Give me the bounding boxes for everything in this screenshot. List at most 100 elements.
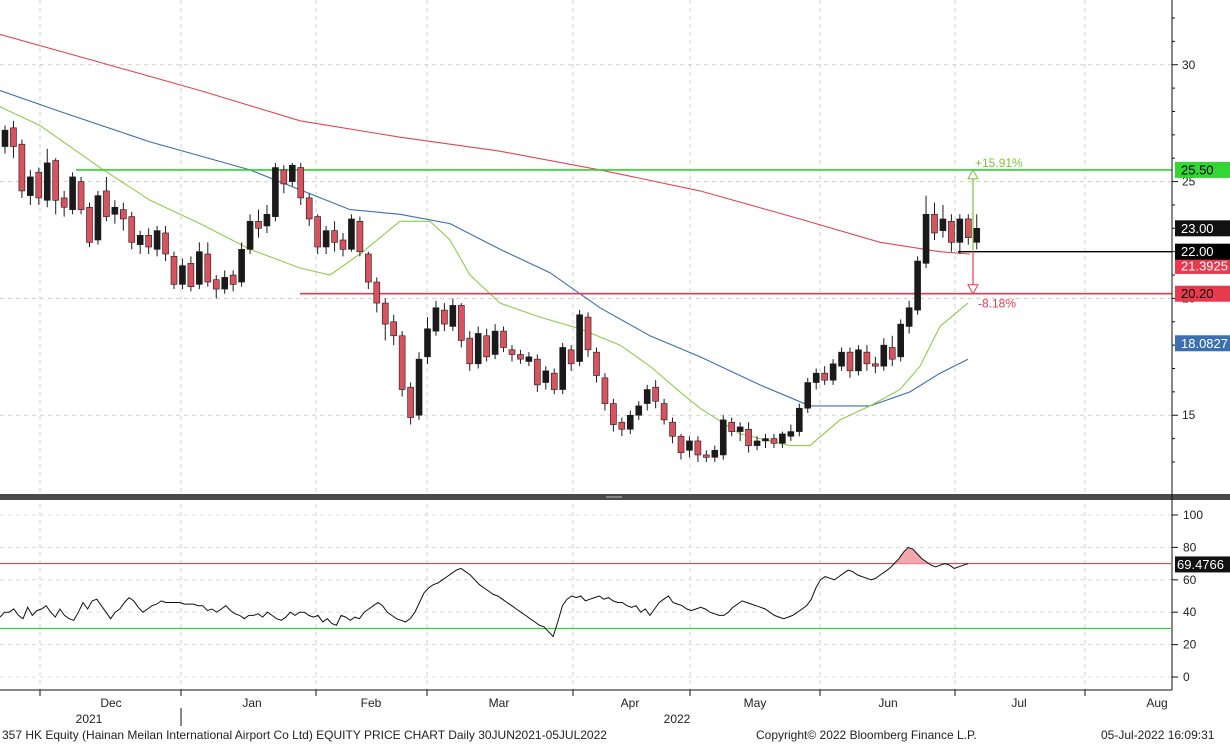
candle-body — [973, 228, 981, 243]
candle-body — [221, 277, 228, 290]
candle-body — [77, 181, 85, 210]
candle-body — [52, 160, 60, 201]
price-axis-tick-label: 25 — [1182, 175, 1196, 189]
year-label: 2022 — [664, 712, 691, 726]
moving-average-line — [0, 106, 969, 447]
candle-body — [914, 260, 921, 311]
candle-body — [728, 421, 736, 432]
candle-body — [263, 213, 271, 227]
candle-body — [94, 195, 102, 241]
candle-body — [922, 213, 930, 264]
candle-body — [719, 419, 727, 456]
price-axis-value-label: 20.20 — [1181, 286, 1214, 301]
candle-body — [550, 372, 558, 390]
candle-body — [584, 316, 592, 351]
candle-body — [1, 129, 9, 147]
candle-body — [652, 386, 659, 402]
candle-body — [246, 220, 254, 250]
candle-body — [69, 176, 76, 210]
candle-body — [863, 351, 871, 365]
candle-body — [128, 216, 136, 243]
year-label: 2021 — [76, 712, 103, 726]
candle-body — [339, 239, 347, 250]
price-axis-value-label: 21.3925 — [1181, 258, 1228, 273]
candle-body — [626, 414, 634, 430]
price-axis-tick-label: 30 — [1182, 58, 1196, 72]
candle-body — [888, 347, 896, 360]
candle-body — [838, 351, 845, 367]
candle-body — [660, 403, 668, 421]
candle-body — [829, 363, 837, 381]
candle-body — [348, 218, 355, 250]
candle-body — [390, 321, 398, 337]
moving-average-line — [0, 33, 971, 255]
price-axis-value-label: 23.00 — [1181, 221, 1214, 236]
candle-body — [576, 314, 583, 362]
month-label: Mar — [489, 696, 510, 710]
candle-body — [179, 265, 186, 285]
candle-body — [27, 176, 34, 196]
candle-body — [677, 435, 685, 453]
candle-body — [60, 197, 68, 208]
candle-body — [618, 421, 626, 430]
candle-body — [703, 454, 710, 458]
price-axis-tick-label: 15 — [1182, 408, 1196, 422]
price-axis-value-tag — [1175, 257, 1230, 274]
candle-body — [103, 190, 110, 217]
candle-body — [136, 235, 144, 245]
candle-body — [441, 309, 448, 325]
downside-percent-label: -8.18% — [978, 297, 1016, 311]
candle-body — [711, 449, 719, 458]
candle-body — [449, 305, 457, 327]
candle-body — [238, 249, 245, 283]
candle-body — [635, 405, 643, 416]
candle-body — [931, 213, 938, 234]
candle-body — [964, 218, 972, 238]
rsi-axis-tick-label: 20 — [1183, 638, 1197, 652]
candle-body — [120, 209, 127, 220]
candle-body — [643, 389, 651, 404]
rsi-axis-tick-label: 100 — [1183, 508, 1203, 522]
chart-footer: 357 HK Equity (Hainan Meilan Internation… — [0, 726, 1230, 744]
candle-body — [356, 220, 364, 252]
candle-body — [542, 370, 550, 383]
month-label: May — [744, 696, 767, 710]
candle-body — [86, 206, 93, 243]
month-label: Dec — [100, 696, 121, 710]
candle-body — [567, 349, 575, 365]
candle-body — [897, 323, 905, 358]
candle-body — [855, 349, 862, 372]
candle-body — [272, 167, 279, 217]
candle-body — [331, 230, 338, 243]
rsi-axis-tick-label: 80 — [1183, 540, 1197, 554]
rsi-axis-tick-label: 60 — [1183, 573, 1197, 587]
candle-body — [35, 171, 43, 199]
candle-body — [407, 386, 414, 418]
price-axis-value-tag — [1175, 285, 1230, 302]
candle-body — [288, 164, 296, 182]
month-label: Feb — [361, 696, 382, 710]
candle-body — [43, 162, 51, 201]
candle-body — [956, 218, 964, 243]
footer-timestamp: 05-Jul-2022 16:09:31 — [1101, 728, 1215, 742]
price-axis-value-tag — [1175, 243, 1230, 260]
candle-body — [415, 358, 423, 416]
candle-body — [196, 251, 203, 285]
candle-body — [779, 433, 786, 444]
candle-body — [517, 354, 524, 360]
candle-body — [787, 431, 795, 437]
candle-body — [795, 407, 803, 432]
candle-body — [204, 253, 212, 283]
month-label: Aug — [1146, 696, 1167, 710]
candle-body — [145, 235, 152, 248]
candle-body — [255, 220, 262, 229]
candle-body — [491, 330, 499, 355]
moving-average-line — [0, 89, 969, 407]
candle-body — [229, 274, 237, 285]
candle-body — [297, 167, 305, 199]
candle-body — [18, 143, 26, 192]
candle-body — [525, 356, 533, 362]
price-axis-value-label: 25.50 — [1181, 162, 1214, 177]
candle-body — [424, 328, 431, 358]
